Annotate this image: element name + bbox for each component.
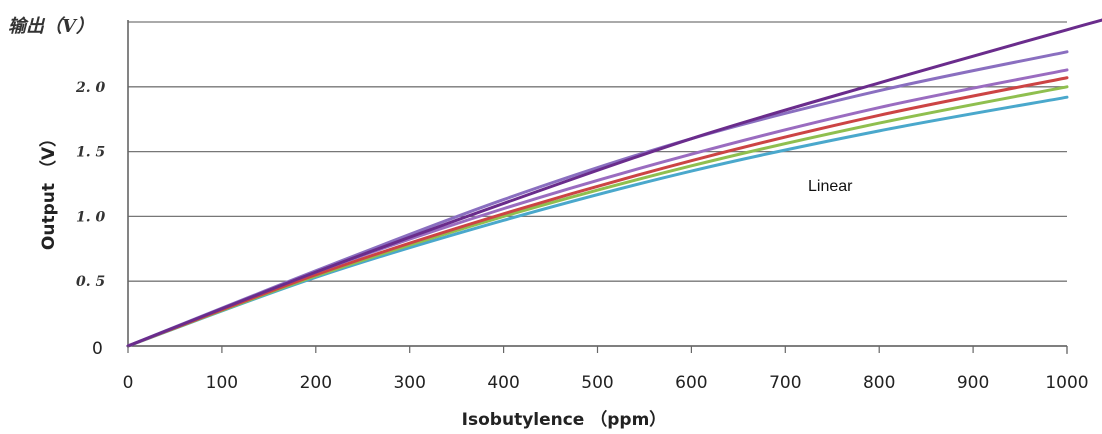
x-tick-label: 500 (581, 373, 613, 393)
x-tick-label: 800 (863, 373, 895, 393)
x-tick-label: 600 (675, 373, 707, 393)
y-tick-label: 1. 5 (76, 145, 105, 161)
top-axis-label: 输出（V） (8, 16, 94, 37)
x-axis-title: Isobutylence （ppm） (462, 409, 667, 430)
x-tick-label: 900 (957, 373, 989, 393)
y-tick-label: 0 (92, 339, 103, 359)
linear-annotation: Linear (808, 178, 853, 195)
x-tick-label: 1000 (1045, 373, 1088, 393)
y-tick-label: 2. 0 (75, 80, 105, 96)
grid-layer (127, 20, 1068, 354)
x-tick-label: 100 (206, 373, 238, 393)
y-tick-label: 0. 5 (76, 274, 105, 290)
series-line (126, 76, 1069, 348)
x-tick-label: 0 (123, 373, 134, 393)
x-tick-label: 400 (487, 373, 519, 393)
series-line (126, 18, 1102, 348)
x-tick-label: 300 (393, 373, 425, 393)
series-line (126, 95, 1069, 348)
series-line (126, 50, 1069, 348)
y-tick-label: 1. 0 (76, 209, 105, 225)
y-axis-title: Output （V） (38, 130, 59, 250)
series-layer (126, 18, 1102, 348)
series-line (126, 68, 1069, 348)
x-tick-label: 200 (300, 373, 332, 393)
tick-layer: 0 100 200 300 400 500 600 700 800 900 1000 0 0. 5 1. … (75, 80, 1089, 393)
x-tick-label: 700 (769, 373, 801, 393)
